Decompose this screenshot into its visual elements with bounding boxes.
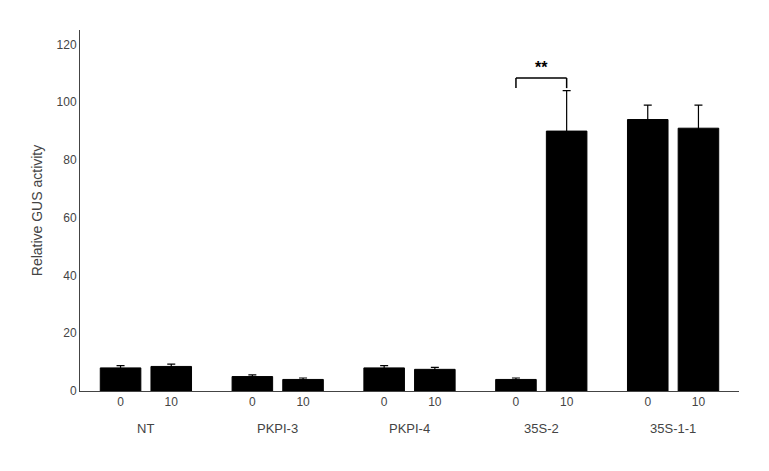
svg-text:10: 10 xyxy=(560,395,574,409)
svg-text:0: 0 xyxy=(117,395,124,409)
svg-text:0: 0 xyxy=(381,395,388,409)
svg-text:35S-2: 35S-2 xyxy=(524,421,559,436)
svg-text:10: 10 xyxy=(428,395,442,409)
svg-text:20: 20 xyxy=(63,326,77,340)
svg-text:PKPI-4: PKPI-4 xyxy=(389,421,430,436)
svg-text:0: 0 xyxy=(70,384,77,398)
svg-text:Relative GUS activity: Relative GUS activity xyxy=(29,145,45,276)
svg-text:**: ** xyxy=(535,59,548,76)
svg-text:PKPI-3: PKPI-3 xyxy=(257,421,298,436)
svg-text:NT: NT xyxy=(137,421,154,436)
svg-text:0: 0 xyxy=(249,395,256,409)
svg-text:60: 60 xyxy=(63,211,77,225)
svg-text:35S-1-1: 35S-1-1 xyxy=(650,421,696,436)
svg-text:10: 10 xyxy=(165,395,179,409)
svg-text:0: 0 xyxy=(644,395,651,409)
svg-text:100: 100 xyxy=(57,95,77,109)
svg-text:80: 80 xyxy=(63,153,77,167)
svg-text:10: 10 xyxy=(296,395,310,409)
svg-text:40: 40 xyxy=(63,269,77,283)
svg-text:120: 120 xyxy=(57,38,77,52)
svg-text:10: 10 xyxy=(692,395,706,409)
svg-text:0: 0 xyxy=(513,395,520,409)
